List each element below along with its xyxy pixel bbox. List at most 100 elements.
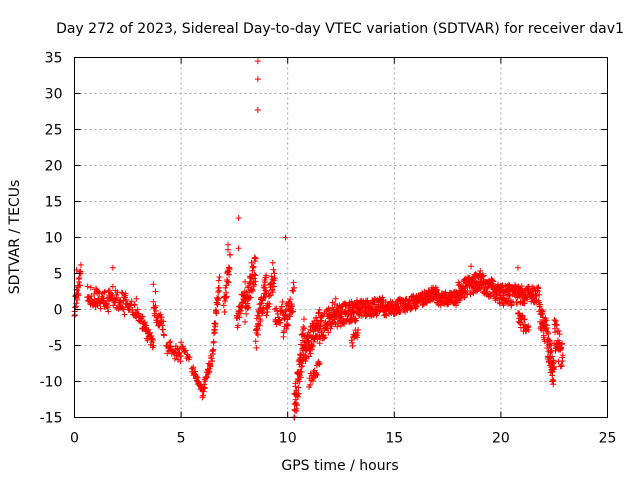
data-point: [170, 349, 177, 356]
data-point: [264, 308, 271, 315]
data-point: [309, 343, 316, 350]
data-point: [325, 329, 332, 336]
data-point: [131, 302, 138, 309]
data-point: [536, 291, 543, 298]
data-point: [76, 282, 83, 289]
data-point: [525, 326, 532, 333]
data-point: [131, 301, 138, 308]
data-point: [123, 296, 130, 303]
data-point: [310, 338, 317, 345]
data-point: [222, 284, 229, 291]
data-point: [373, 312, 380, 319]
x-tick-label: 5: [177, 431, 186, 447]
data-point: [291, 284, 298, 291]
data-point: [295, 384, 302, 391]
data-point: [161, 332, 168, 339]
data-point: [302, 358, 309, 365]
data-point: [167, 343, 174, 350]
data-point: [521, 316, 528, 323]
data-point: [150, 337, 157, 344]
data-point: [225, 246, 232, 253]
data-point: [249, 287, 256, 294]
data-point: [101, 288, 108, 295]
y-tick-label: 35: [45, 51, 63, 67]
data-point: [473, 288, 480, 295]
data-point: [254, 331, 261, 338]
data-point: [254, 58, 261, 65]
data-point: [252, 272, 259, 279]
data-point: [298, 369, 305, 376]
data-point: [95, 288, 102, 295]
data-point: [133, 295, 140, 302]
data-point: [227, 251, 234, 258]
data-point: [547, 342, 554, 349]
data-point: [294, 402, 301, 409]
data-point: [352, 317, 359, 324]
data-point: [263, 272, 270, 279]
data-point: [133, 314, 140, 321]
data-point: [316, 340, 323, 347]
data-point: [269, 259, 276, 266]
data-point: [517, 320, 524, 327]
data-point: [286, 313, 293, 320]
data-point: [110, 302, 117, 309]
data-point: [252, 278, 259, 285]
data-point: [316, 323, 323, 330]
data-point: [178, 353, 185, 360]
data-point: [152, 308, 159, 315]
data-point: [167, 338, 174, 345]
x-tick-label: 25: [599, 431, 617, 447]
data-point: [540, 332, 547, 339]
data-point: [371, 301, 378, 308]
data-point: [121, 311, 128, 318]
data-point: [320, 335, 327, 342]
data-point: [552, 317, 559, 324]
data-point: [226, 271, 233, 278]
data-point: [175, 349, 182, 356]
data-point: [433, 287, 440, 294]
chart-title: Day 272 of 2023, Sidereal Day-to-day VTE…: [56, 21, 624, 37]
data-point: [236, 314, 243, 321]
y-tick-label: 15: [45, 195, 63, 211]
data-point: [536, 301, 543, 308]
data-point: [296, 378, 303, 385]
data-point: [254, 76, 261, 83]
data-point: [315, 309, 322, 316]
data-point: [314, 372, 321, 379]
data-point: [559, 340, 566, 347]
data-point: [297, 374, 304, 381]
data-point: [210, 346, 217, 353]
data-point: [259, 297, 266, 304]
data-point: [269, 289, 276, 296]
data-point: [200, 388, 207, 395]
data-point: [235, 215, 242, 222]
data-point: [113, 291, 120, 298]
data-point: [543, 322, 550, 329]
data-point: [321, 334, 328, 341]
data-point: [389, 299, 396, 306]
data-point: [210, 338, 217, 345]
data-point: [300, 351, 307, 358]
data-point: [101, 289, 108, 296]
y-tick-label: 10: [45, 231, 63, 247]
data-point: [290, 288, 297, 295]
data-point: [480, 272, 487, 279]
data-point: [376, 308, 383, 315]
data-point: [289, 303, 296, 310]
y-tick-label: 5: [54, 267, 63, 283]
data-point: [558, 344, 565, 351]
data-point: [539, 307, 546, 314]
data-point: [262, 287, 269, 294]
data-point: [270, 280, 277, 287]
data-point: [209, 358, 216, 365]
data-point: [268, 273, 275, 280]
data-point: [299, 363, 306, 370]
data-point: [129, 307, 136, 314]
data-point: [155, 321, 162, 328]
data-point: [250, 283, 257, 290]
data-point: [355, 326, 362, 333]
data-point: [235, 245, 242, 252]
data-point: [221, 309, 228, 316]
data-point: [307, 326, 314, 333]
